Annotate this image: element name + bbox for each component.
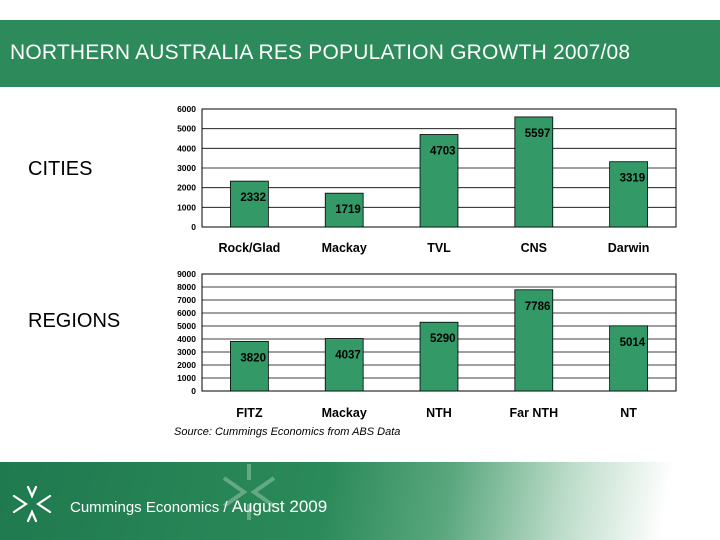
category-label: Mackay: [322, 241, 367, 255]
data-label: 1719: [335, 204, 361, 216]
footer-company: Cummings Economics /: [70, 499, 232, 516]
y-tick-label: 0: [191, 386, 196, 396]
data-label: 2332: [240, 192, 266, 204]
y-tick-label: 5000: [177, 321, 196, 331]
category-label: Rock/Glad: [218, 241, 280, 255]
y-tick-label: 3000: [177, 347, 196, 357]
data-label: 5290: [430, 333, 456, 345]
y-tick-label: 4000: [177, 334, 196, 344]
footer-credit: Cummings Economics / August 2009: [70, 497, 327, 517]
data-label: 5597: [525, 128, 551, 140]
category-label: Mackay: [322, 406, 367, 420]
y-tick-label: 0: [191, 222, 196, 232]
data-label: 7786: [525, 301, 551, 313]
y-tick-label: 7000: [177, 295, 196, 305]
page-title: NORTHERN AUSTRALIA RES POPULATION GROWTH…: [10, 41, 631, 64]
y-tick-label: 4000: [177, 143, 196, 153]
y-tick-label: 3000: [177, 163, 196, 173]
bar: [514, 289, 554, 392]
y-tick-label: 2000: [177, 360, 196, 370]
bar: [609, 325, 648, 392]
category-label: CNS: [521, 241, 547, 255]
data-label: 5014: [620, 337, 646, 349]
footer-band: Cummings Economics / August 2009: [0, 462, 720, 540]
company-logo-icon: [12, 485, 52, 523]
bar: [419, 134, 459, 228]
data-label: 4037: [335, 350, 361, 362]
category-label: Far NTH: [509, 406, 558, 420]
bar: [609, 161, 648, 228]
category-label: NT: [620, 406, 637, 420]
footer-date: August 2009: [231, 497, 328, 516]
bar: [419, 321, 459, 392]
y-tick-label: 2000: [177, 183, 196, 193]
data-label: 4703: [430, 146, 456, 158]
category-label: Darwin: [608, 241, 650, 255]
y-tick-label: 8000: [177, 282, 196, 292]
category-label: NTH: [426, 406, 452, 420]
y-tick-label: 5000: [177, 124, 196, 134]
category-label: TVL: [427, 241, 451, 255]
data-label: 3319: [620, 173, 646, 185]
header-bar: NORTHERN AUSTRALIA RES POPULATION GROWTH…: [0, 20, 720, 87]
category-label: FITZ: [236, 406, 263, 420]
bar: [324, 192, 364, 228]
bar: [230, 340, 269, 392]
regions-label: REGIONS: [28, 310, 121, 332]
cities-label: CITIES: [28, 158, 93, 180]
y-tick-label: 9000: [177, 269, 196, 279]
source-note: Source: Cummings Economics from ABS Data: [174, 426, 401, 438]
y-tick-label: 1000: [177, 373, 196, 383]
data-label: 3820: [240, 352, 266, 364]
y-tick-label: 6000: [177, 104, 196, 114]
y-tick-label: 1000: [177, 202, 196, 212]
bar: [230, 180, 269, 228]
y-tick-label: 6000: [177, 308, 196, 318]
bar: [514, 116, 554, 228]
logo-watermark-icon: [222, 464, 276, 520]
bar: [324, 338, 364, 392]
